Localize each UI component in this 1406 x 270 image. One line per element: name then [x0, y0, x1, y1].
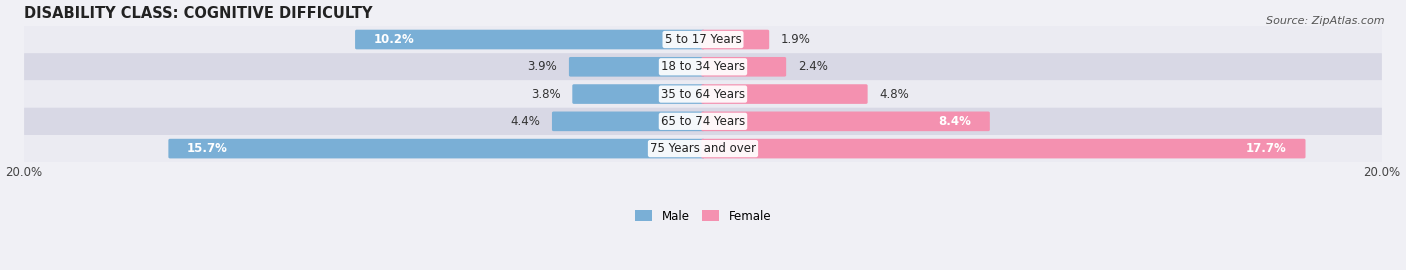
Text: Source: ZipAtlas.com: Source: ZipAtlas.com — [1267, 16, 1385, 26]
FancyBboxPatch shape — [702, 84, 868, 104]
Text: DISABILITY CLASS: COGNITIVE DIFFICULTY: DISABILITY CLASS: COGNITIVE DIFFICULTY — [24, 6, 373, 21]
Text: 65 to 74 Years: 65 to 74 Years — [661, 115, 745, 128]
FancyBboxPatch shape — [702, 112, 990, 131]
Text: 4.4%: 4.4% — [510, 115, 540, 128]
Legend: Male, Female: Male, Female — [630, 205, 776, 227]
Text: 75 Years and over: 75 Years and over — [650, 142, 756, 155]
Text: 15.7%: 15.7% — [187, 142, 228, 155]
FancyBboxPatch shape — [569, 57, 704, 77]
FancyBboxPatch shape — [24, 80, 1382, 108]
Text: 3.9%: 3.9% — [527, 60, 557, 73]
Text: 2.4%: 2.4% — [799, 60, 828, 73]
Text: 3.8%: 3.8% — [531, 87, 561, 100]
FancyBboxPatch shape — [572, 84, 704, 104]
Text: 4.8%: 4.8% — [880, 87, 910, 100]
FancyBboxPatch shape — [356, 30, 704, 49]
FancyBboxPatch shape — [702, 30, 769, 49]
FancyBboxPatch shape — [702, 57, 786, 77]
Text: 1.9%: 1.9% — [782, 33, 811, 46]
FancyBboxPatch shape — [24, 53, 1382, 80]
Text: 10.2%: 10.2% — [374, 33, 415, 46]
FancyBboxPatch shape — [169, 139, 704, 158]
Text: 17.7%: 17.7% — [1246, 142, 1286, 155]
Text: 35 to 64 Years: 35 to 64 Years — [661, 87, 745, 100]
Text: 5 to 17 Years: 5 to 17 Years — [665, 33, 741, 46]
FancyBboxPatch shape — [24, 108, 1382, 135]
Text: 8.4%: 8.4% — [938, 115, 972, 128]
FancyBboxPatch shape — [553, 112, 704, 131]
Text: 18 to 34 Years: 18 to 34 Years — [661, 60, 745, 73]
FancyBboxPatch shape — [24, 26, 1382, 53]
FancyBboxPatch shape — [702, 139, 1306, 158]
FancyBboxPatch shape — [24, 135, 1382, 162]
